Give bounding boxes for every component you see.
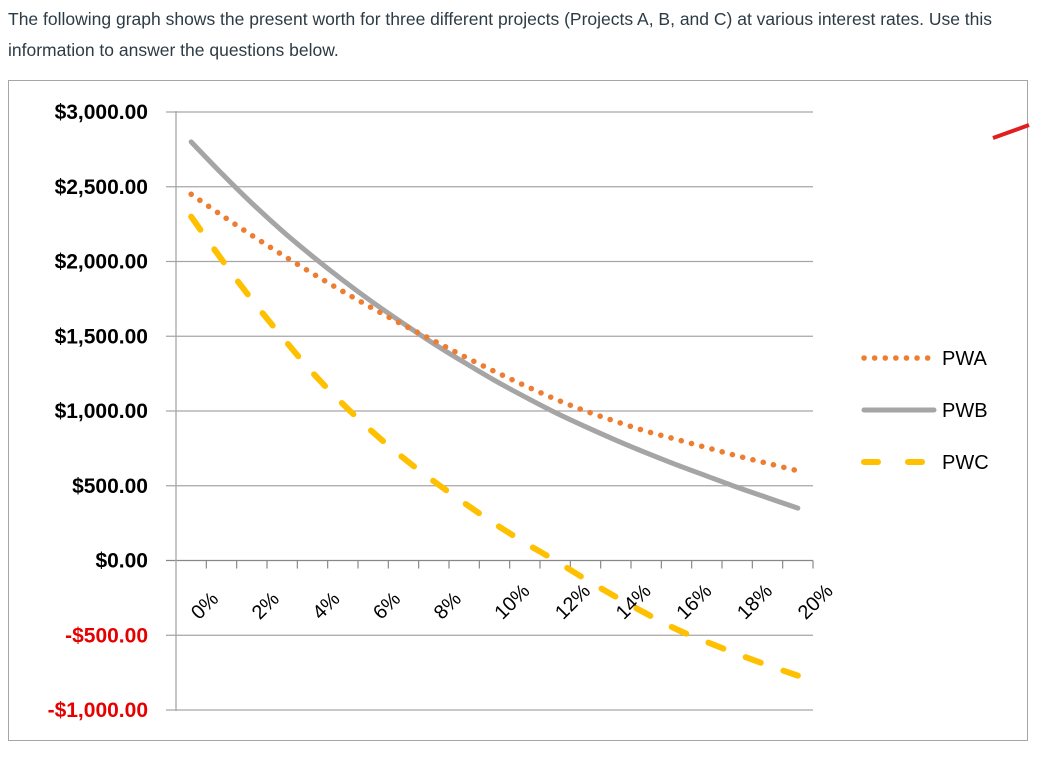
y-tick-label: $500.00 xyxy=(72,475,148,498)
series-line-pwa xyxy=(188,191,801,474)
legend: PWA PWB PWC xyxy=(861,348,989,474)
red-annotation-mark xyxy=(992,123,1030,140)
y-tick-label: $0.00 xyxy=(95,550,148,573)
y-tick-label: $2,000.00 xyxy=(55,251,148,274)
legend-label-pwa: PWA xyxy=(942,348,987,370)
series-line-pwc xyxy=(188,213,801,679)
y-tick-label: $3,000.00 xyxy=(55,101,148,124)
y-tick-label: $1,000.00 xyxy=(55,400,148,423)
series-lines xyxy=(188,139,801,679)
y-tick-label: $1,500.00 xyxy=(55,325,148,348)
series-line-pwb xyxy=(188,139,801,511)
y-tick-label: $2,500.00 xyxy=(55,176,148,199)
legend-label-pwc: PWC xyxy=(942,452,989,474)
legend-label-pwb: PWB xyxy=(942,400,988,422)
y-axis-labels: $3,000.00 $2,500.00 $2,000.00 $1,500.00 $1,0… xyxy=(48,101,148,722)
gridlines xyxy=(166,111,813,711)
y-tick-label: -$1,000.00 xyxy=(48,699,148,722)
question-intro-text: The following graph shows the present wo… xyxy=(8,9,993,60)
y-tick-label: -$500.00 xyxy=(65,624,148,647)
